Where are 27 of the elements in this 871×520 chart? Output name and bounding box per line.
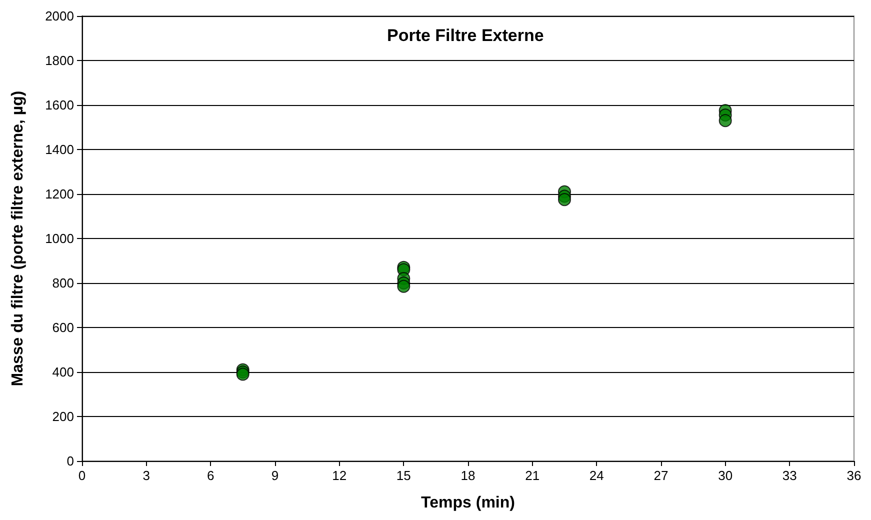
x-tick-label: 0 [78,468,86,483]
y-tick-label: 600 [52,320,74,335]
x-tick-label: 24 [589,468,604,483]
x-tick-label: 30 [718,468,733,483]
y-tick-label: 400 [52,364,74,380]
y-tick-label: 2000 [45,8,74,24]
x-tick-label: 18 [460,468,476,483]
x-tick-label: 9 [271,468,279,483]
x-tick-label: 3 [142,468,150,483]
y-axis-title: Masse du filtre (porte filtre externe, µg) [10,90,26,386]
x-tick-label: 36 [846,468,862,483]
y-tick-label: 0 [66,454,74,468]
y-tick-label: 800 [52,276,74,290]
x-tick-label: 21 [525,468,540,483]
y-tick-label: 1800 [45,53,74,68]
x-tick-label: 15 [396,468,411,483]
x-tick-label: 33 [782,468,797,483]
y-tick-label: 1000 [45,231,74,246]
y-tick-label: 1400 [45,142,74,157]
y-tick-label: 1200 [45,186,74,202]
text: Porte Filtre Externe [387,26,544,45]
x-tick-label: 6 [207,468,214,483]
x-tick-label: 27 [654,468,668,483]
x-axis-title: Temps (min) [421,494,515,512]
y-tick-label: 200 [52,409,74,424]
y-tick-label: 1600 [45,98,74,112]
x-tick-label: 12 [332,468,347,483]
